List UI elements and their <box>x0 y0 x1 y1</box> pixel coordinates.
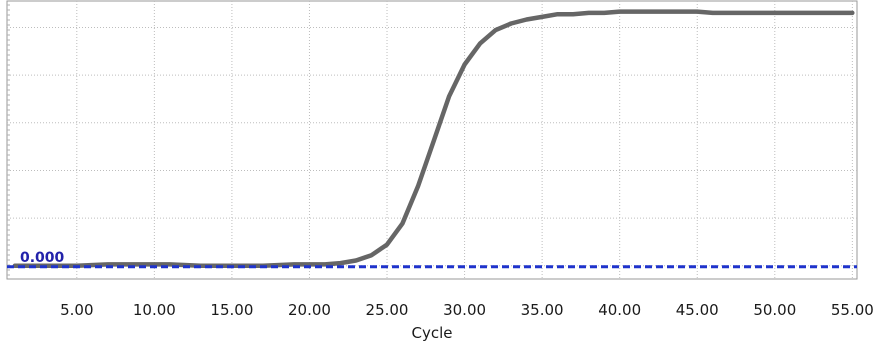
x-tick-label: 10.00 <box>133 301 176 319</box>
x-tick-label: 55.00 <box>831 301 874 319</box>
threshold-label: 0.000 <box>20 250 65 266</box>
x-tick-label: 40.00 <box>598 301 641 319</box>
x-axis-title: Cycle <box>412 324 453 342</box>
x-tick-label: 35.00 <box>521 301 564 319</box>
x-tick-label: 50.00 <box>753 301 796 319</box>
vertical-gridlines <box>76 1 853 279</box>
x-tick-label: 45.00 <box>676 301 719 319</box>
y-minor-ticks <box>7 4 10 276</box>
x-tick-label: 15.00 <box>210 301 253 319</box>
x-tick-label: 20.00 <box>288 301 331 319</box>
x-tick-labels: 5.00 10.00 15.00 20.00 25.00 30.00 35.00 40.00 4… <box>60 301 874 319</box>
x-tick-label: 30.00 <box>443 301 486 319</box>
x-tick-label: 25.00 <box>366 301 409 319</box>
x-tick-label: 5.00 <box>60 301 93 319</box>
